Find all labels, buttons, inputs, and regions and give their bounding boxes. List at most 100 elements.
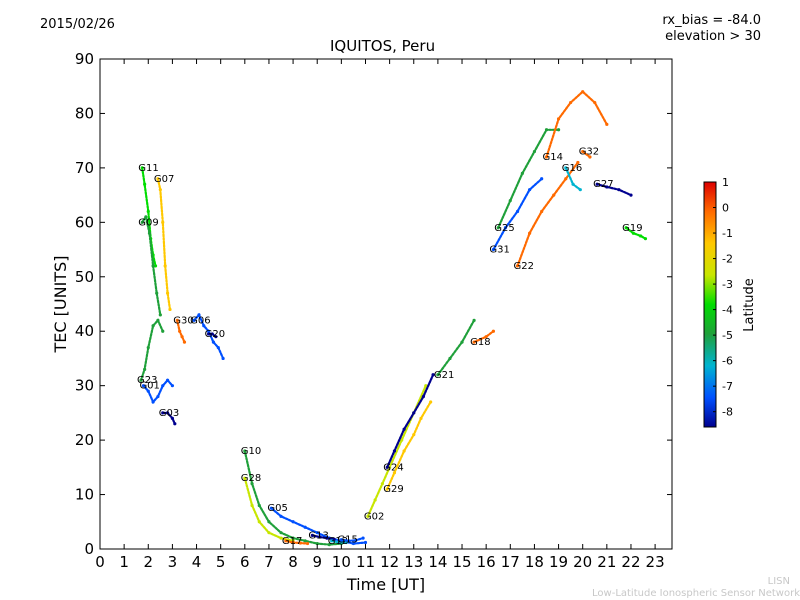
x-tick-label: 1 [119, 553, 129, 571]
data-point [216, 345, 220, 350]
data-point [595, 182, 599, 186]
y-tick-label: 60 [75, 213, 94, 231]
data-point [158, 313, 162, 317]
org-full-label: Low-Latitude Ionospheric Sensor Network [592, 588, 800, 599]
colorbar-tick-label: -3 [722, 278, 733, 291]
series-label: G17 [282, 536, 302, 547]
series-line [497, 128, 560, 229]
data-point [354, 538, 358, 542]
series-g01: G01 [139, 378, 175, 405]
data-point [330, 539, 334, 543]
series-g17: G17 [282, 536, 310, 547]
x-tick-label: 4 [192, 553, 202, 571]
series-g19: G19 [622, 223, 648, 241]
data-point [515, 209, 520, 214]
series-line [492, 177, 543, 251]
series-line [340, 536, 365, 542]
x-tick-label: 18 [525, 553, 544, 571]
x-tick-label: 14 [428, 553, 447, 571]
data-point [279, 536, 283, 540]
data-point [576, 160, 580, 165]
series-g15: G15 [337, 535, 365, 546]
colorbar-tick-label: -7 [722, 380, 733, 393]
data-point [392, 449, 397, 453]
data-point [556, 128, 561, 132]
x-tick-label: 16 [477, 553, 496, 571]
x-tick-label: 5 [216, 553, 226, 571]
data-point [291, 520, 295, 524]
data-point [267, 520, 271, 524]
data-point [412, 411, 416, 415]
data-point [332, 537, 336, 541]
data-point [491, 247, 496, 252]
series-g25: G25 [494, 128, 561, 234]
series-g18: G18 [470, 329, 496, 348]
series-label: G06 [190, 315, 210, 326]
series-line [243, 477, 295, 542]
data-point [617, 188, 621, 192]
data-point [267, 531, 271, 535]
elevation-label: elevation > 30 [665, 29, 761, 44]
series-g09: G09 [138, 214, 162, 317]
data-point [373, 498, 377, 502]
data-point [178, 329, 182, 333]
series-line [156, 177, 172, 311]
data-point [593, 100, 597, 105]
data-point [250, 482, 254, 486]
series-label: G27 [593, 179, 613, 190]
colorbar-tick-label: -6 [722, 355, 733, 368]
x-tick-label: 8 [288, 553, 298, 571]
colorbar-tick-label: -8 [722, 406, 733, 419]
data-point [202, 324, 206, 328]
series-line [141, 166, 157, 267]
data-point [221, 356, 225, 361]
data-point [351, 541, 356, 546]
data-point [540, 177, 544, 181]
y-tick-label: 40 [75, 322, 94, 340]
data-point [180, 335, 184, 339]
data-point [472, 340, 476, 344]
data-point [173, 422, 177, 426]
data-point [412, 433, 416, 437]
data-point [400, 438, 404, 442]
data-point [448, 356, 452, 361]
data-point [303, 525, 307, 529]
series-line [436, 319, 476, 376]
data-point [392, 471, 397, 475]
series-label: G20 [205, 329, 225, 340]
x-tick-label: 9 [312, 553, 322, 571]
data-point [318, 535, 322, 539]
data-point [143, 367, 147, 371]
data-point [631, 231, 635, 235]
data-point [207, 332, 211, 336]
rx-bias-label: rx_bias = -84.0 [662, 13, 761, 28]
series-line [596, 183, 633, 197]
data-point [629, 193, 633, 197]
data-point [175, 318, 179, 322]
data-point [436, 373, 440, 377]
series-label: G09 [138, 217, 158, 228]
series-line [516, 161, 580, 267]
data-point [325, 536, 329, 540]
data-point [156, 394, 160, 399]
series-label: G11 [138, 163, 158, 174]
data-point [419, 416, 423, 420]
data-point [643, 237, 648, 241]
data-point [146, 345, 150, 350]
series-g20: G20 [205, 329, 225, 340]
x-tick-label: 3 [168, 553, 178, 571]
x-tick-label: 13 [404, 553, 423, 571]
x-tick-label: 23 [646, 553, 665, 571]
data-point [161, 411, 165, 415]
data-point [153, 264, 158, 268]
data-point [431, 373, 435, 377]
data-point [460, 340, 464, 344]
data-point [168, 307, 172, 312]
x-tick-label: 12 [380, 553, 399, 571]
data-point [552, 193, 556, 197]
data-point [532, 149, 537, 154]
series-label: G05 [267, 503, 287, 514]
data-point [544, 155, 549, 159]
data-point [156, 318, 160, 322]
colorbar-tick-label: 0 [722, 202, 729, 215]
